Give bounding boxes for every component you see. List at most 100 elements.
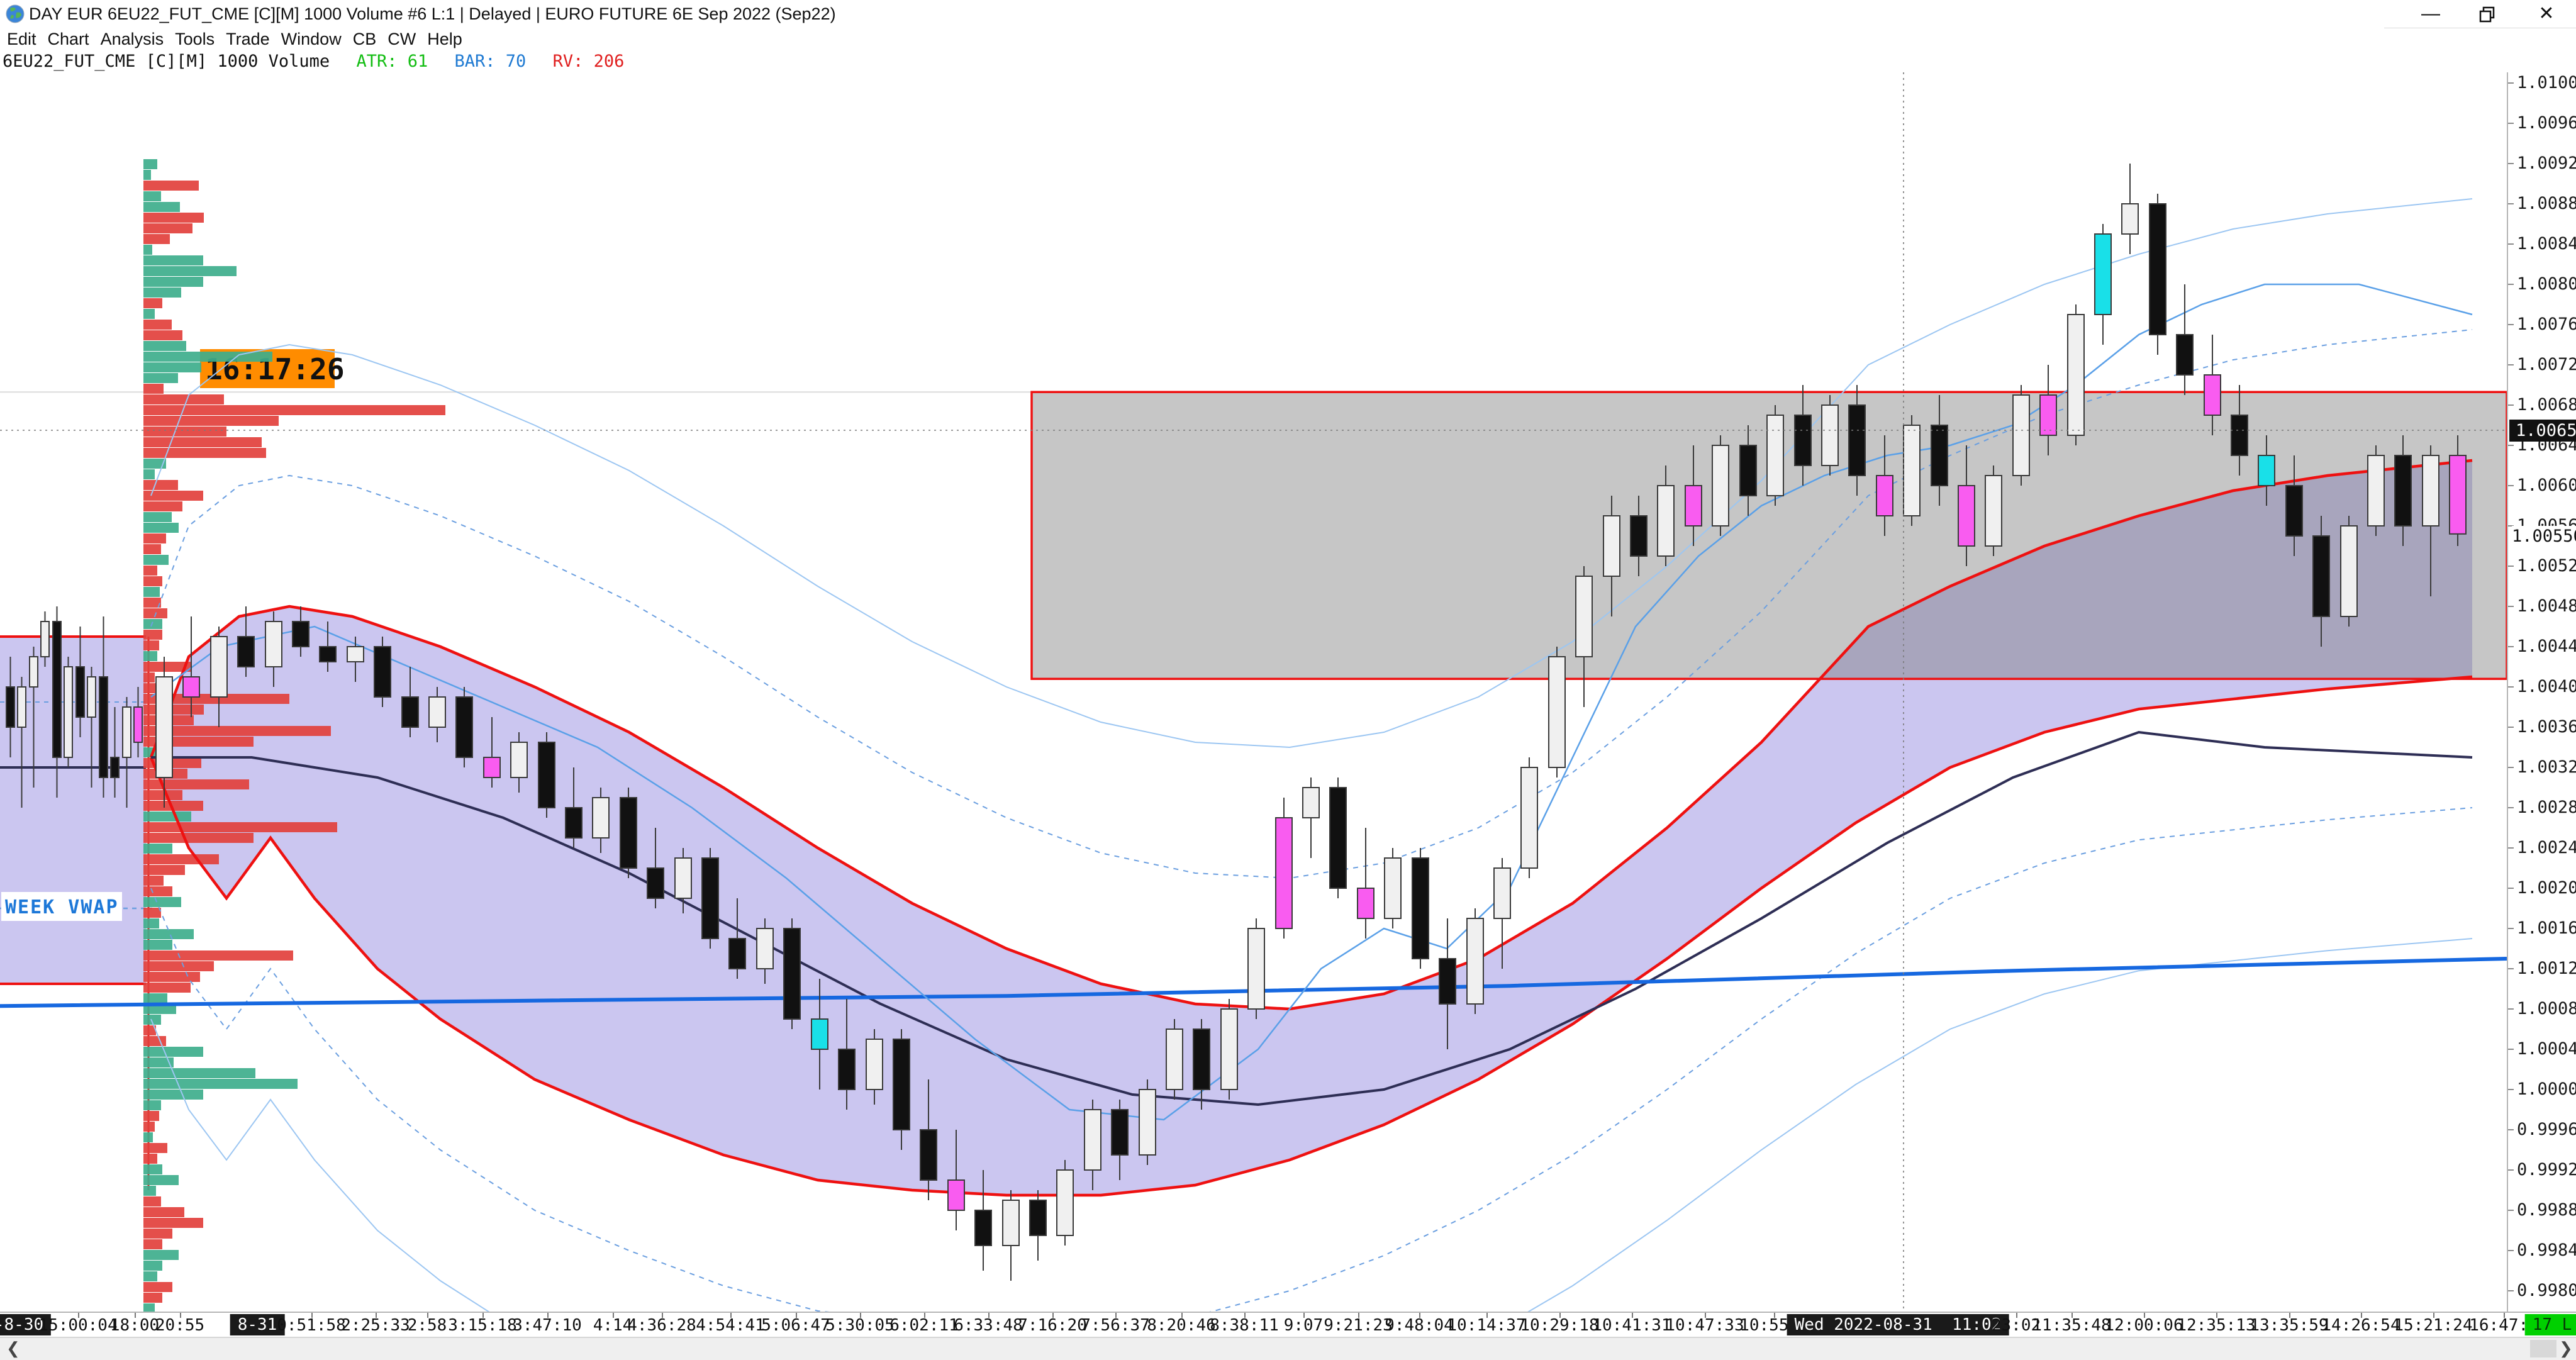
price-tick-mark bbox=[2508, 686, 2514, 688]
volume-profile-bar bbox=[143, 822, 337, 832]
scrollbar-thumb[interactable] bbox=[2530, 1340, 2556, 1357]
price-tick-mark bbox=[2508, 324, 2514, 325]
candle-body bbox=[265, 621, 282, 667]
price-tick-label: 1.00080 bbox=[2517, 999, 2576, 1018]
volume-profile-bar bbox=[143, 1154, 157, 1164]
menu-item-analysis[interactable]: Analysis bbox=[100, 30, 164, 48]
time-tick-label: 9:07 bbox=[1283, 1316, 1324, 1335]
volume-profile-bar bbox=[143, 1239, 162, 1249]
volume-profile-bar bbox=[143, 1282, 172, 1292]
price-tick-label: 1.00520 bbox=[2517, 556, 2576, 576]
volume-profile-bar bbox=[143, 202, 180, 212]
time-tick-label: 4:54:41 bbox=[696, 1316, 765, 1335]
menu-item-tools[interactable]: Tools bbox=[175, 30, 215, 48]
volume-profile-bar bbox=[143, 929, 194, 939]
volume-profile-bar bbox=[143, 961, 214, 971]
time-tick-mark bbox=[924, 1313, 925, 1318]
price-tick-label: 1.01000 bbox=[2517, 73, 2576, 92]
volume-profile-bar bbox=[143, 533, 166, 543]
candle-body bbox=[2449, 455, 2467, 535]
candle-body bbox=[1220, 1008, 1238, 1090]
candle-body bbox=[110, 757, 120, 778]
price-tick-mark bbox=[2508, 1169, 2514, 1171]
menu-item-window[interactable]: Window bbox=[281, 30, 342, 48]
candle-body bbox=[29, 656, 38, 688]
candle-body bbox=[2340, 525, 2358, 617]
time-tick-mark bbox=[1774, 1313, 1775, 1318]
candle-body bbox=[87, 676, 96, 718]
volume-profile-bar bbox=[143, 459, 166, 469]
volume-profile-bar bbox=[143, 234, 170, 244]
price-tick-mark bbox=[2508, 1129, 2514, 1130]
price-tick-mark bbox=[2508, 1210, 2514, 1211]
time-tick-mark bbox=[2433, 1313, 2434, 1318]
candle-body bbox=[1630, 515, 1648, 557]
candle-body bbox=[483, 757, 501, 778]
volume-profile-bar bbox=[143, 779, 249, 789]
price-tick-mark bbox=[2508, 928, 2514, 929]
menu-item-trade[interactable]: Trade bbox=[226, 30, 270, 48]
price-tick-label: 1.00440 bbox=[2517, 637, 2576, 656]
volume-profile-bar bbox=[143, 1122, 155, 1132]
candle-body bbox=[133, 706, 143, 743]
time-tick-mark bbox=[135, 1313, 136, 1318]
volume-profile-bar bbox=[143, 416, 279, 426]
price-tick-label: 1.00880 bbox=[2517, 194, 2576, 213]
restore-button[interactable] bbox=[2470, 1, 2505, 26]
time-tick-label: 9:21:23 bbox=[1324, 1316, 1393, 1335]
volume-profile-bar bbox=[143, 662, 191, 672]
volume-profile-bar bbox=[143, 245, 152, 255]
candle-body bbox=[1794, 415, 1812, 466]
time-tick-label: 8:38:11 bbox=[1210, 1316, 1279, 1335]
menu-item-cw[interactable]: CW bbox=[388, 30, 416, 48]
volume-profile-bar bbox=[143, 1164, 162, 1174]
time-tick-label: 7:56:37 bbox=[1081, 1316, 1150, 1335]
time-tick-mark bbox=[2361, 1313, 2362, 1318]
horizontal-scrollbar[interactable]: ❮ ❯ bbox=[0, 1337, 2576, 1360]
price-tick-mark bbox=[2508, 807, 2514, 808]
price-tick-mark bbox=[2508, 1008, 2514, 1010]
candle-body bbox=[6, 686, 15, 728]
minimize-button[interactable]: — bbox=[2421, 3, 2440, 24]
time-tick-label: 8:20:46 bbox=[1147, 1316, 1216, 1335]
outer-band-lower bbox=[150, 938, 2473, 1360]
price-tick-label: 1.00600 bbox=[2517, 476, 2576, 495]
price-tick-mark bbox=[2508, 123, 2514, 124]
volume-profile-bar bbox=[143, 1057, 174, 1067]
candle-body bbox=[1357, 888, 1374, 919]
volume-profile-bar bbox=[143, 598, 161, 608]
value-area-lower bbox=[149, 675, 2473, 1197]
candle-body bbox=[674, 857, 692, 899]
volume-profile-bar bbox=[143, 705, 204, 715]
time-tick-label: 12:35:13 bbox=[2177, 1316, 2256, 1335]
volume-profile-bar bbox=[143, 277, 203, 287]
volume-profile-bar bbox=[143, 1250, 179, 1260]
volume-profile-bar bbox=[143, 523, 179, 533]
menu-item-cb[interactable]: CB bbox=[352, 30, 377, 48]
chart-plot[interactable]: 16:17:26 WEEK VWAP bbox=[0, 72, 2508, 1360]
menu-item-help[interactable]: Help bbox=[427, 30, 462, 48]
candle-body bbox=[347, 646, 364, 662]
volume-profile-bar bbox=[143, 865, 185, 875]
scroll-right-arrow[interactable]: ❯ bbox=[2559, 1339, 2573, 1357]
close-button[interactable]: ✕ bbox=[2538, 3, 2555, 24]
candle-body bbox=[2121, 203, 2139, 235]
scroll-left-arrow[interactable]: ❮ bbox=[6, 1339, 20, 1357]
candle-body bbox=[1548, 656, 1566, 768]
volume-profile-bar bbox=[143, 426, 226, 437]
candle-body bbox=[1056, 1169, 1074, 1236]
price-tick-mark bbox=[2508, 606, 2514, 607]
candle-body bbox=[1766, 415, 1784, 496]
menu-item-edit[interactable]: Edit bbox=[7, 30, 36, 48]
time-tick-label: 2:58 bbox=[407, 1316, 447, 1335]
time-tick-mark bbox=[180, 1313, 181, 1318]
price-axis[interactable]: 1.01000 1.00960 1.00920 1.00880 1.00840 1.008… bbox=[2507, 72, 2576, 1312]
volume-profile-bar bbox=[143, 1004, 176, 1014]
candle-body bbox=[1821, 404, 1839, 466]
menu-item-chart[interactable]: Chart bbox=[47, 30, 89, 48]
time-tick-mark bbox=[1303, 1313, 1305, 1318]
